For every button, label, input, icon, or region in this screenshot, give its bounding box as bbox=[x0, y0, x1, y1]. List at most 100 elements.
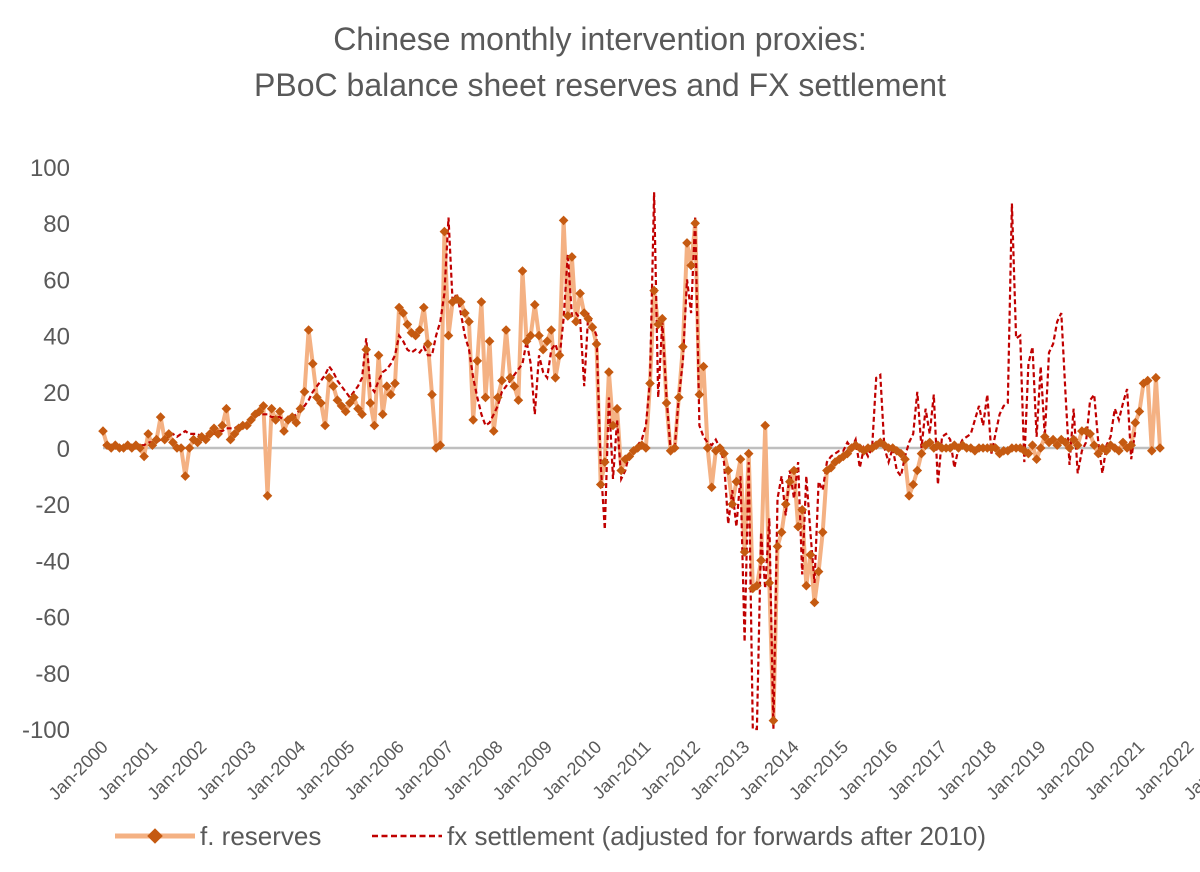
chart-title-line-2: PBoC balance sheet reserves and FX settl… bbox=[254, 67, 946, 103]
reserves-point bbox=[817, 527, 828, 538]
legend-swatch-reserves-marker bbox=[147, 828, 163, 844]
reserves-point bbox=[225, 434, 236, 445]
reserves-point bbox=[242, 420, 252, 431]
reserves-point bbox=[299, 387, 310, 397]
reserves-point bbox=[785, 476, 795, 487]
reserves-point bbox=[772, 541, 783, 552]
reserves-point bbox=[213, 429, 223, 439]
reserves-point bbox=[139, 451, 149, 462]
reserves-point bbox=[476, 297, 487, 307]
reserves-point bbox=[608, 420, 618, 431]
reserves-point bbox=[345, 398, 355, 408]
reserves-point bbox=[1031, 454, 1042, 464]
reserves-point bbox=[649, 285, 659, 296]
reserves-point bbox=[698, 361, 709, 372]
reserves-point bbox=[994, 448, 1005, 459]
reserves-point bbox=[826, 462, 836, 473]
reserves-point bbox=[505, 372, 515, 383]
reserves-point bbox=[1068, 434, 1079, 445]
reserves-point bbox=[530, 299, 540, 310]
reserves-point bbox=[595, 479, 606, 490]
reserves-point bbox=[308, 358, 318, 369]
reserves-point bbox=[98, 426, 108, 436]
reserves-point bbox=[1060, 437, 1071, 448]
y-tick-label: 20 bbox=[43, 380, 70, 407]
reserves-point bbox=[760, 420, 770, 431]
y-tick-label: -40 bbox=[35, 548, 70, 575]
reserves-point bbox=[1048, 434, 1058, 445]
reserves-point bbox=[1126, 440, 1136, 450]
reserves-point bbox=[1151, 372, 1161, 383]
reserves-point bbox=[279, 426, 289, 436]
series-line-fx-settlement bbox=[103, 192, 1137, 731]
reserves-point bbox=[324, 372, 334, 383]
y-tick-label: 40 bbox=[43, 324, 70, 351]
y-tick-label: 80 bbox=[43, 211, 70, 238]
reserves-point bbox=[764, 578, 775, 588]
reserves-point bbox=[920, 440, 931, 450]
reserves-point bbox=[690, 218, 700, 228]
reserves-point bbox=[497, 375, 507, 386]
reserves-point bbox=[645, 378, 655, 389]
reserves-point bbox=[953, 443, 964, 453]
reserves-point bbox=[460, 308, 470, 318]
y-tick-label: -20 bbox=[35, 492, 70, 519]
reserves-point bbox=[904, 491, 914, 501]
reserves-point bbox=[262, 491, 273, 501]
reserves-point bbox=[600, 457, 610, 467]
reserves-point bbox=[1040, 432, 1050, 442]
reserves-point bbox=[250, 409, 260, 420]
reserves-point bbox=[1147, 446, 1157, 456]
reserves-point bbox=[990, 443, 1001, 453]
reserves-point bbox=[258, 401, 269, 411]
reserves-point bbox=[657, 313, 668, 324]
reserves-point bbox=[168, 437, 178, 448]
reserves-point bbox=[813, 566, 824, 577]
reserves-point bbox=[377, 409, 388, 420]
reserves-point bbox=[809, 597, 820, 608]
reserves-point bbox=[233, 423, 244, 434]
reserves-point bbox=[484, 336, 495, 346]
reserves-point bbox=[480, 392, 491, 403]
reserves-point bbox=[320, 420, 330, 431]
reserves-point bbox=[571, 316, 581, 327]
reserves-point bbox=[538, 344, 548, 355]
reserves-point bbox=[908, 479, 918, 490]
reserves-point bbox=[641, 443, 651, 453]
reserves-point bbox=[554, 350, 565, 361]
reserves-point bbox=[332, 395, 343, 405]
legend-label-settlement: fx settlement (adjusted for forwards aft… bbox=[447, 821, 986, 851]
reserves-point bbox=[180, 471, 191, 481]
reserves-point bbox=[830, 457, 840, 467]
reserves-point bbox=[205, 429, 215, 439]
reserves-point bbox=[616, 465, 626, 476]
reserves-point bbox=[793, 521, 803, 532]
reserves-point bbox=[229, 429, 240, 439]
reserves-point bbox=[135, 443, 145, 453]
reserves-point bbox=[579, 308, 589, 318]
reserves-point bbox=[221, 403, 232, 414]
reserves-point bbox=[509, 381, 520, 391]
reserves-point bbox=[217, 420, 228, 431]
reserves-point bbox=[390, 378, 400, 389]
reserves-point bbox=[624, 451, 635, 462]
reserves-point bbox=[1052, 440, 1062, 450]
y-tick-label: -80 bbox=[35, 661, 70, 688]
reserves-point bbox=[435, 440, 446, 450]
reserves-point bbox=[295, 403, 306, 414]
reserves-point bbox=[275, 406, 285, 417]
reserves-point bbox=[789, 465, 799, 476]
reserves-point bbox=[143, 429, 153, 439]
reserves-point bbox=[731, 476, 742, 487]
reserves-point bbox=[1114, 446, 1124, 456]
reserves-point bbox=[468, 415, 478, 425]
series-group bbox=[98, 192, 1165, 731]
reserves-point bbox=[801, 580, 812, 591]
reserves-point bbox=[776, 527, 787, 538]
reserves-point bbox=[912, 465, 923, 476]
y-tick-label: -60 bbox=[35, 605, 70, 632]
reserves-point bbox=[266, 403, 277, 414]
reserves-point bbox=[542, 336, 552, 346]
reserves-point bbox=[924, 437, 935, 448]
reserves-point bbox=[443, 330, 454, 341]
